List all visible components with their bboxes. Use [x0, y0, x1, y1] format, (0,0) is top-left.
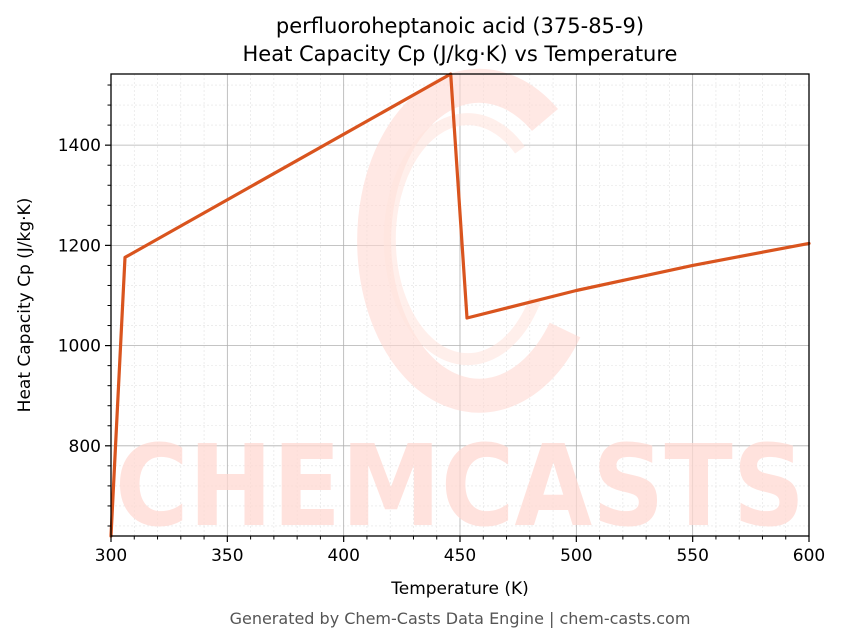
x-tick-label: 500	[560, 546, 592, 566]
x-tick-label: 600	[793, 546, 825, 566]
x-tick-label: 450	[444, 546, 476, 566]
y-ticks: 800 1000 1200 1400	[58, 84, 111, 527]
y-tick-label: 1000	[58, 337, 101, 357]
footer-text: Generated by Chem-Casts Data Engine | ch…	[230, 609, 691, 628]
x-axis-label: Temperature (K)	[390, 579, 529, 599]
y-tick-label: 1400	[58, 136, 101, 156]
watermark-text: CHEMCASTS	[115, 422, 805, 552]
x-ticks: 300 350 400 450 500 550 600	[95, 536, 825, 566]
x-tick-label: 300	[95, 546, 127, 566]
x-tick-label: 350	[211, 546, 243, 566]
y-tick-label: 800	[69, 437, 101, 457]
series-line-0	[109, 72, 811, 538]
chart-title-line1: perfluoroheptanoic acid (375-85-9)	[276, 14, 644, 38]
x-tick-label: 400	[327, 546, 359, 566]
watermark: CHEMCASTS	[115, 68, 805, 552]
y-axis-label: Heat Capacity Cp (J/kg·K)	[15, 198, 35, 413]
x-tick-label: 550	[676, 546, 708, 566]
series-group	[109, 72, 811, 538]
watermark-logo	[357, 68, 581, 413]
y-tick-label: 1200	[58, 236, 101, 256]
chart-title-line2: Heat Capacity Cp (J/kg·K) vs Temperature	[243, 42, 678, 66]
